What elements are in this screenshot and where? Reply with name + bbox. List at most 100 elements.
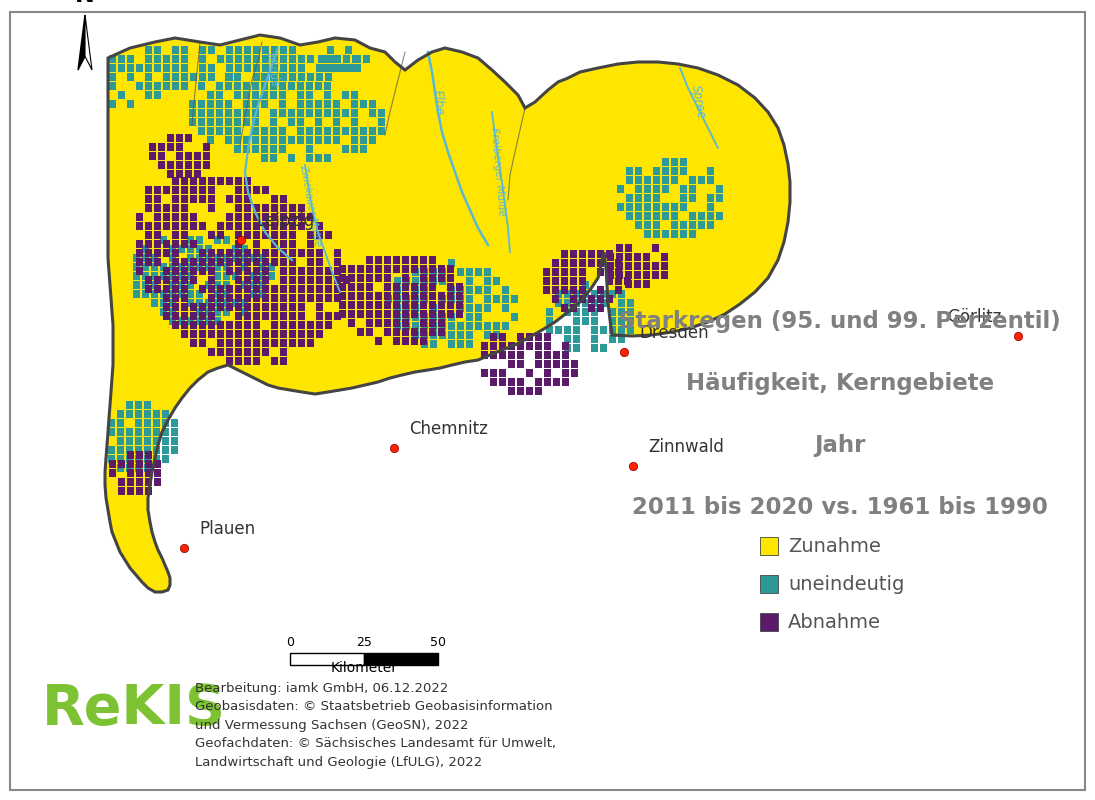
Bar [438, 274, 446, 282]
Bar [136, 266, 143, 274]
Bar [243, 203, 252, 211]
Bar [108, 82, 116, 90]
Bar [534, 333, 542, 341]
Bar [253, 285, 261, 293]
Bar [517, 333, 525, 341]
Bar [552, 286, 560, 294]
Bar [526, 369, 533, 377]
Bar [175, 170, 184, 178]
Bar [597, 303, 604, 311]
Bar [569, 267, 577, 275]
Bar [653, 194, 660, 202]
Bar [561, 286, 568, 294]
Bar [288, 330, 297, 338]
Bar [222, 262, 230, 270]
Bar [162, 266, 171, 274]
Bar [189, 186, 197, 194]
Bar [588, 258, 596, 266]
Bar [338, 274, 346, 282]
Bar [234, 258, 242, 266]
Bar [243, 330, 252, 338]
Bar [117, 90, 126, 98]
Bar [307, 249, 314, 257]
Bar [393, 313, 402, 321]
Bar [279, 321, 287, 329]
Bar [429, 267, 437, 275]
Bar [270, 213, 278, 221]
Bar [243, 357, 252, 365]
Bar [334, 249, 342, 257]
Bar [288, 82, 296, 90]
Bar [573, 290, 580, 298]
Bar [411, 282, 418, 290]
Bar [507, 342, 516, 350]
Bar [569, 303, 577, 311]
Bar [465, 277, 473, 285]
Bar [420, 294, 428, 302]
Bar [188, 99, 196, 107]
Bar [234, 330, 242, 338]
Bar [278, 90, 287, 98]
Text: Jahr: Jahr [815, 434, 866, 457]
Bar [297, 82, 304, 90]
Bar [234, 285, 242, 293]
Bar [618, 317, 625, 325]
Bar [145, 203, 152, 211]
Bar [172, 266, 180, 274]
Bar [618, 307, 625, 315]
Bar [420, 277, 428, 285]
Bar [279, 63, 287, 71]
Bar [288, 46, 297, 54]
Bar [253, 203, 261, 211]
Bar [552, 294, 560, 302]
Bar [297, 118, 304, 126]
Bar [189, 302, 197, 310]
Bar [383, 318, 391, 326]
Bar [243, 311, 252, 319]
Bar [660, 270, 668, 278]
Bar [172, 54, 180, 62]
Bar [207, 203, 216, 211]
Bar [590, 290, 599, 298]
Bar [262, 230, 269, 238]
Bar [145, 239, 152, 247]
Bar [117, 459, 126, 467]
Bar [217, 249, 224, 257]
Bar [374, 301, 382, 309]
Bar [270, 63, 278, 71]
Bar [534, 386, 542, 394]
Bar [241, 281, 249, 289]
Bar [116, 437, 125, 445]
Bar [214, 262, 221, 270]
Bar [578, 277, 587, 285]
Bar [653, 211, 660, 219]
Bar [169, 271, 176, 279]
Bar [561, 277, 568, 285]
Bar [429, 303, 437, 311]
Bar [269, 135, 277, 143]
Text: uneindeutig: uneindeutig [788, 574, 904, 594]
Bar [267, 271, 276, 279]
Bar [153, 46, 161, 54]
Bar [171, 418, 178, 426]
Bar [207, 258, 216, 266]
Bar [484, 303, 492, 311]
Bar [456, 301, 463, 309]
Bar [150, 271, 159, 279]
Bar [323, 90, 332, 98]
Polygon shape [85, 15, 92, 70]
Bar [233, 145, 241, 153]
Bar [419, 327, 427, 335]
Bar [141, 254, 149, 262]
Bar [127, 486, 135, 494]
Bar [324, 63, 333, 71]
Bar [205, 281, 212, 289]
Bar [153, 459, 161, 467]
Bar [498, 369, 506, 377]
Bar [429, 339, 437, 347]
Bar [161, 437, 170, 445]
Bar [315, 275, 323, 283]
Bar [420, 267, 428, 275]
Bar [578, 267, 587, 275]
Bar [573, 317, 580, 325]
